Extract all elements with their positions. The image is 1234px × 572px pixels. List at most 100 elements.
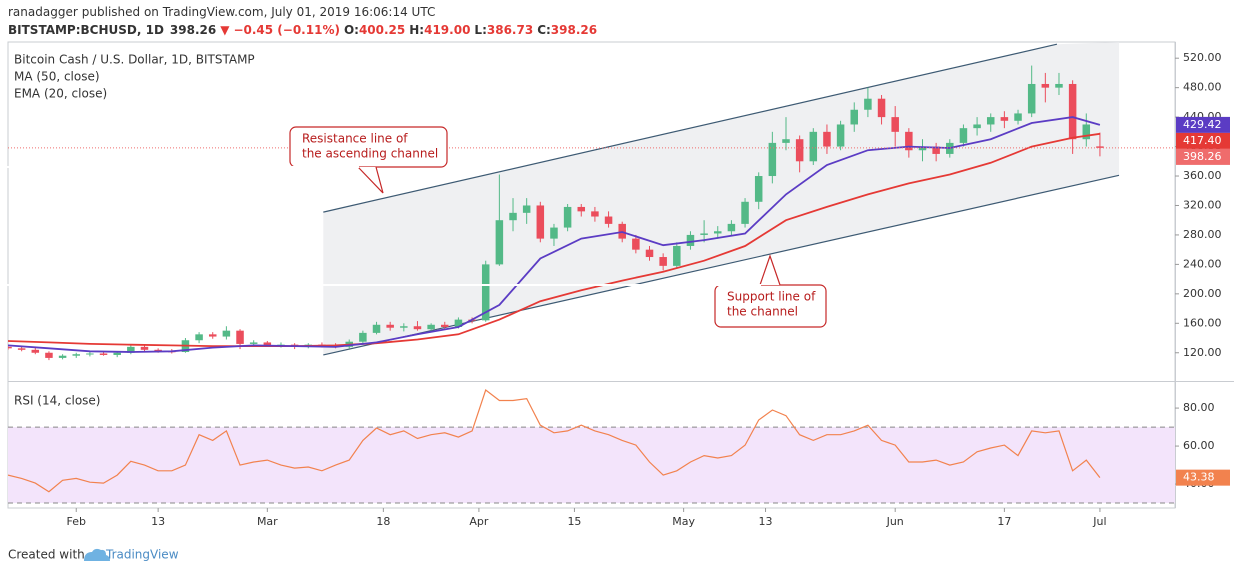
series-line <box>8 389 1101 493</box>
candle-body <box>495 220 504 265</box>
candle-body <box>604 216 613 224</box>
candle-body <box>932 146 940 154</box>
price-tag <box>1176 148 1230 165</box>
legend-entry: RSI (14, close) <box>14 394 100 408</box>
series-line <box>8 116 1101 353</box>
candle-body <box>45 352 53 358</box>
candle-body <box>1041 83 1050 88</box>
y-tick-label: 60.00 <box>1183 439 1215 452</box>
footer-brand[interactable]: TradingView <box>105 548 179 562</box>
x-tick-label: Apr <box>469 515 489 528</box>
x-tick-label: Jul <box>1092 515 1106 528</box>
candle-body <box>714 231 722 234</box>
callout-text: the ascending channel <box>302 147 438 161</box>
candle-body <box>17 348 26 350</box>
last-price: 398.26 <box>170 23 216 37</box>
x-tick-label: 18 <box>376 515 390 528</box>
candle-body <box>58 355 67 358</box>
candle-body <box>973 124 981 129</box>
callout-pointer <box>357 166 384 194</box>
ohlc-label: H: <box>409 23 424 37</box>
candle-body <box>522 205 531 213</box>
ohlc-label: C: <box>537 23 551 37</box>
legend-entry: EMA (20, close) <box>14 87 107 101</box>
x-tick-label: Mar <box>257 515 278 528</box>
candle-body <box>700 233 708 235</box>
candle-body <box>427 324 435 330</box>
candle-body <box>877 98 886 118</box>
candle-body <box>113 352 121 355</box>
candle-body <box>754 176 763 202</box>
x-tick-label: May <box>672 515 695 528</box>
y-tick-label: 160.00 <box>1183 316 1222 329</box>
candle-body <box>1014 113 1022 121</box>
candle-body <box>741 201 749 224</box>
candle-body <box>659 257 667 266</box>
candle-body <box>577 206 586 212</box>
legend-entry: MA (50, close) <box>14 70 100 84</box>
footer-text: Created with <box>8 548 85 562</box>
y-tick-label: 80.00 <box>1183 401 1215 414</box>
resistance-line <box>323 43 1058 213</box>
chart-title: Bitcoin Cash / U.S. Dollar, 1D, BITSTAMP <box>14 53 255 67</box>
candle-body <box>536 205 545 239</box>
candle-body <box>686 234 695 246</box>
candle-body <box>413 326 422 330</box>
y-tick-label: 280.00 <box>1183 228 1222 241</box>
price-tag <box>1176 116 1230 133</box>
change-arrow: ▼ <box>220 23 230 37</box>
candle-body <box>441 324 449 327</box>
candle-body <box>1027 83 1036 114</box>
published: published on TradingView.com, July 01, 2… <box>82 5 436 19</box>
candle-body <box>782 139 790 143</box>
ohlc-value: 400.25 <box>359 23 405 37</box>
candle-body <box>768 142 777 177</box>
ohlc-label: O: <box>344 23 359 37</box>
candle-body <box>372 324 381 333</box>
candle-body <box>99 353 108 355</box>
header-line: ranadagger published on TradingView.com, … <box>8 5 435 19</box>
candle-body <box>591 211 599 217</box>
price-tag-label: 43.38 <box>1183 471 1215 484</box>
chart-layer: 120.00 160.00 200.00 240.00 280.00 320.00 360.… <box>0 42 1230 528</box>
price-tag <box>1176 469 1230 486</box>
y-tick-label: 360.00 <box>1183 169 1222 182</box>
candle-body <box>454 319 463 327</box>
change: −0.45 (−0.11%) <box>233 23 340 37</box>
ohlc-value: 398.26 <box>551 23 597 37</box>
x-tick-label: Jun <box>886 515 904 528</box>
candle-body <box>645 249 654 258</box>
symbol-line: BITSTAMP:BCHUSD, 1D 398.26 ▼ −0.45 (−0.11%)… <box>8 23 597 37</box>
candle-body <box>864 98 872 110</box>
candle-body <box>550 227 558 239</box>
channel-fill <box>323 42 1120 355</box>
y-tick-label: 200.00 <box>1183 287 1222 300</box>
candle-body <box>1000 117 1009 121</box>
candle-body <box>986 117 995 125</box>
callout-pointer <box>759 254 781 286</box>
price-axis: 120.00 160.00 200.00 240.00 280.00 320.00 360.… <box>1175 51 1230 359</box>
x-tick-label: 13 <box>151 515 165 528</box>
candle-body <box>481 264 490 321</box>
candle-body <box>918 146 927 151</box>
candle-body <box>959 128 968 143</box>
callout-text: the channel <box>727 305 798 319</box>
ohlc-value: 419.00 <box>424 23 470 37</box>
x-tick-label: 15 <box>567 515 581 528</box>
candle-body <box>249 342 258 344</box>
candle-body <box>509 212 517 221</box>
candle-body <box>850 109 858 125</box>
y-tick-label: 480.00 <box>1183 81 1222 94</box>
price-tag-label: 398.26 <box>1183 150 1222 163</box>
pane <box>8 42 1175 361</box>
candle-body <box>263 342 272 346</box>
candle-body <box>563 206 572 228</box>
candle-body <box>140 346 149 350</box>
candle-body <box>673 245 681 266</box>
brand-logo <box>84 548 110 561</box>
price-axis: 40.0060.0080.00Feb13Mar18Apr15May13Jun17… <box>67 401 1230 528</box>
pane <box>8 389 1175 504</box>
series-line <box>8 132 1101 347</box>
symbol: BITSTAMP:BCHUSD, 1D <box>8 23 164 37</box>
y-tick-label: 240.00 <box>1183 257 1222 270</box>
